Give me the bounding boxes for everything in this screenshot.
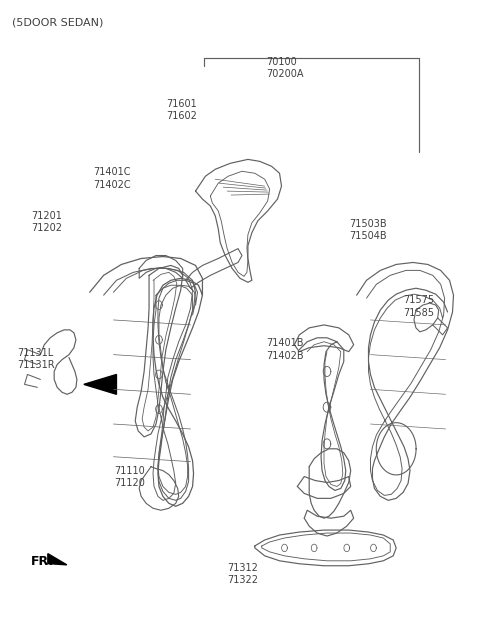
Text: 71131L
71131R: 71131L 71131R bbox=[17, 348, 55, 370]
Polygon shape bbox=[84, 374, 117, 394]
Text: 71110
71120: 71110 71120 bbox=[114, 466, 145, 489]
Polygon shape bbox=[48, 554, 67, 565]
Text: 71601
71602: 71601 71602 bbox=[167, 99, 197, 121]
Text: 71201
71202: 71201 71202 bbox=[31, 210, 62, 233]
Text: 71575
71585: 71575 71585 bbox=[404, 295, 435, 318]
Text: 71401C
71402C: 71401C 71402C bbox=[93, 167, 131, 190]
Text: 71503B
71504B: 71503B 71504B bbox=[349, 219, 387, 241]
Text: (5DOOR SEDAN): (5DOOR SEDAN) bbox=[12, 17, 104, 27]
Text: 71401B
71402B: 71401B 71402B bbox=[266, 338, 304, 360]
Text: 71312
71322: 71312 71322 bbox=[227, 563, 258, 585]
Text: FR.: FR. bbox=[31, 555, 54, 568]
Text: 70100
70200A: 70100 70200A bbox=[266, 57, 303, 79]
